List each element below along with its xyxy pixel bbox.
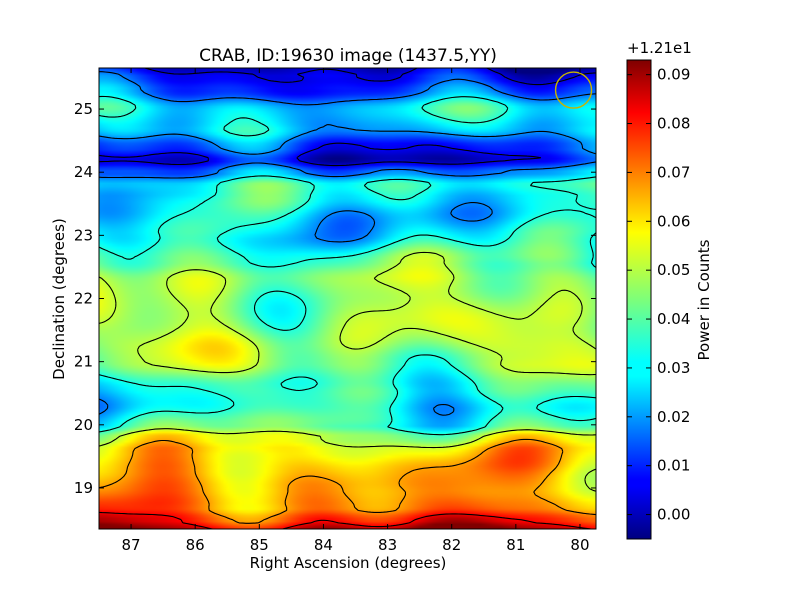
colorbar-tick-label: 0.08 — [657, 115, 690, 133]
y-tick-label: 24 — [74, 163, 93, 181]
x-tick-label: 81 — [506, 536, 525, 554]
y-tick-label: 23 — [74, 226, 93, 244]
colorbar-label: Power in Counts — [695, 239, 713, 360]
contour-line — [99, 71, 596, 416]
x-tick-label: 80 — [570, 536, 589, 554]
colorbar-tick-label: 0.02 — [657, 408, 690, 426]
contour-lines — [99, 68, 596, 529]
colorbar-tick-label: 0.01 — [657, 457, 690, 475]
y-tick-label: 20 — [74, 416, 93, 434]
y-tick-label: 25 — [74, 100, 93, 118]
colorbar-tick-label: 0.09 — [657, 66, 690, 84]
y-tick-label: 21 — [74, 353, 93, 371]
colorbar-tick-label: 0.05 — [657, 261, 690, 279]
colorbar-tick-label: 0.07 — [657, 163, 690, 181]
x-tick-label: 87 — [122, 536, 141, 554]
heatmap-image — [99, 68, 596, 529]
x-tick-label: 84 — [314, 536, 333, 554]
contour-line — [99, 95, 596, 436]
x-tick-label: 83 — [378, 536, 397, 554]
contour-line — [99, 438, 596, 524]
contour-line — [99, 511, 592, 529]
x-tick-label: 86 — [186, 536, 205, 554]
colorbar-tick-label: 0.03 — [657, 359, 690, 377]
colorbar-ticks: 0.00 0.01 0.02 0.03 0.04 0.05 0.06 0.07 0.08 0.09 — [627, 66, 690, 524]
colorbar-tick-label: 0.00 — [657, 506, 690, 524]
colorbar-tick-label: 0.06 — [657, 212, 690, 230]
chart-title: CRAB, ID:19630 image (1437.5,YY) — [199, 46, 497, 66]
x-axis-ticks: 87 86 85 84 83 82 81 80 — [122, 68, 590, 554]
y-axis-label: Declination (degrees) — [50, 218, 68, 380]
x-axis-label: Right Ascension (degrees) — [250, 554, 447, 572]
x-tick-label: 82 — [442, 536, 461, 554]
contour-line — [99, 251, 596, 492]
y-tick-label: 19 — [74, 479, 93, 497]
source-marker-circle — [554, 71, 593, 109]
heatmap-plot — [99, 68, 596, 529]
y-tick-label: 22 — [74, 290, 93, 308]
colorbar-offset-text: +1.21e1 — [627, 39, 692, 57]
colorbar-tick-label: 0.04 — [657, 310, 690, 328]
x-tick-label: 85 — [250, 536, 269, 554]
y-axis-ticks: 19 20 21 22 23 24 25 — [74, 100, 596, 497]
colorbar — [626, 59, 652, 540]
